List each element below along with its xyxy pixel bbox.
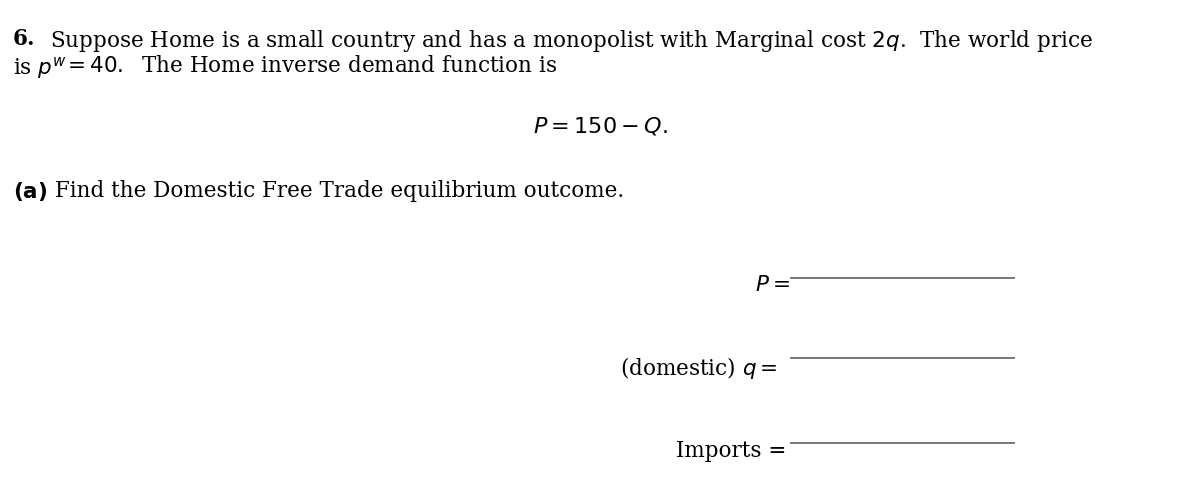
Text: (domestic) $q =$: (domestic) $q =$ xyxy=(620,355,778,381)
Text: 6.: 6. xyxy=(13,28,36,50)
Text: is $p^{w}$: is $p^{w}$ xyxy=(13,55,67,81)
Text: $P = 150 - Q.$: $P = 150 - Q.$ xyxy=(533,115,667,137)
Text: $P =$: $P =$ xyxy=(755,275,790,295)
Text: Suppose Home is a small country and has a monopolist with Marginal cost $2q$.  T: Suppose Home is a small country and has … xyxy=(50,28,1093,54)
Text: Imports =: Imports = xyxy=(676,440,786,462)
Text: $= 40.$  The Home inverse demand function is: $= 40.$ The Home inverse demand function… xyxy=(64,55,557,77)
Text: Find the Domestic Free Trade equilibrium outcome.: Find the Domestic Free Trade equilibrium… xyxy=(55,180,624,202)
Text: $\mathbf{(a)}$: $\mathbf{(a)}$ xyxy=(13,180,47,203)
